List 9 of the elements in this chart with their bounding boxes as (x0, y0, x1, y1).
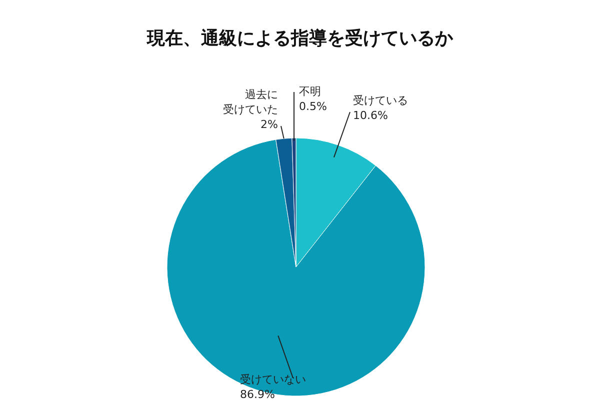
data-label: 86.9% (240, 388, 275, 401)
data-label: 10.6% (353, 109, 388, 122)
slice-label: 過去に受けていた (223, 88, 278, 116)
chart-title: 現在、通級による指導を受けているか (146, 28, 454, 49)
data-label: 0.5% (299, 100, 327, 113)
data-label: 2% (260, 118, 278, 131)
slice-label: 不明 (299, 85, 321, 98)
slice-label: 受けている (353, 94, 408, 107)
slice-label: 受けていない (240, 373, 306, 386)
